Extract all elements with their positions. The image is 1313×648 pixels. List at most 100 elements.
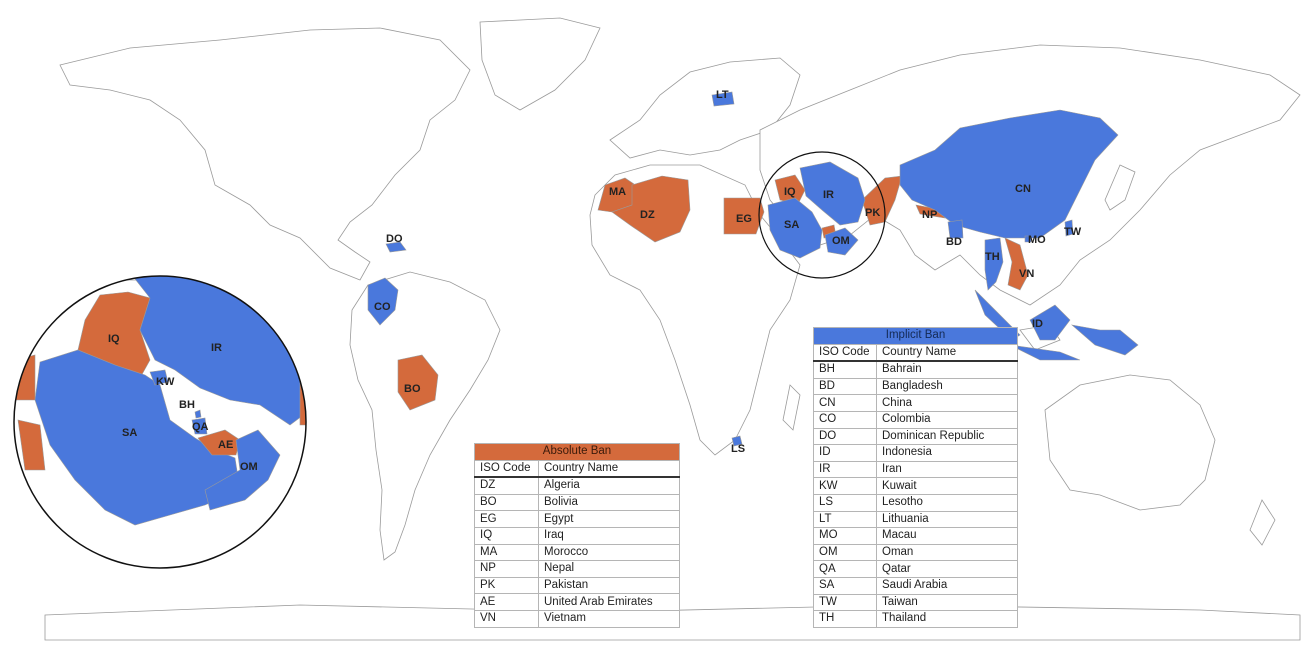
table-row: LT Lithuania [813,510,1018,529]
inset-label-om: OM [240,461,258,473]
inset-labels: IQ IR KW BH QA AE SA OM [108,333,258,473]
table-row: MO Macau [813,527,1018,545]
country-taiwan [1064,219,1074,237]
country-name-cell: Taiwan [876,593,1018,612]
europe-land [609,57,801,159]
country-colombia [367,277,399,326]
inset-label-ir: IR [211,342,222,354]
label-ir: IR [823,189,834,201]
country-name-cell: Algeria [538,476,680,495]
country-bolivia [397,354,439,411]
table-row: DO Dominican Republic [813,427,1018,446]
iso-code-cell: BH [813,360,877,379]
country-china [899,109,1119,239]
label-th: TH [985,251,1000,263]
iso-code-cell: LS [813,493,877,512]
iso-code-cell: IQ [474,526,539,545]
country-name-cell: Iran [876,460,1018,479]
inset-country-pakistan [299,377,306,426]
iso-code-cell: CO [813,410,877,429]
iso-code-cell: ID [813,444,877,462]
country-name-cell: Bahrain [876,360,1018,379]
country-name-cell: Lesotho [876,493,1018,512]
map-labels: LT MA DZ EG IQ IR SA OM PK NP BD CN MO T… [374,89,1082,455]
table-row: IR Iran [813,460,1018,479]
label-ma: MA [609,186,626,198]
table-row: BH Bahrain [813,360,1018,379]
iso-code-cell: DZ [474,476,539,495]
australia-land [1044,374,1216,511]
inset-label-iq: IQ [108,333,120,345]
table-row: EG Egypt [474,510,680,528]
country-name-cell: Saudi Arabia [876,576,1018,595]
iso-code-cell: TH [813,610,877,628]
japan-land [1104,164,1136,211]
country-name-cell: Lithuania [876,510,1018,529]
inset-country-bahrain [194,409,202,419]
country-macau [1024,235,1032,243]
country-algeria [611,175,691,243]
country-name-cell: Colombia [876,410,1018,429]
country-name-cell: Vietnam [538,609,680,628]
country-name-cell: Morocco [538,543,680,562]
iso-code-cell: KW [813,477,877,495]
country-name-cell: Pakistan [538,576,680,595]
country-name-cell: Nepal [538,560,680,578]
label-mo: MO [1028,234,1046,246]
table-row: DZ Algeria [474,476,680,495]
country-name-cell: United Arab Emirates [538,593,680,611]
label-cn: CN [1015,183,1031,195]
iso-code-cell: CN [813,394,877,412]
country-iran [799,161,866,226]
iso-code-cell: MA [474,543,539,562]
iso-code-cell: OM [813,543,877,562]
country-name-cell: Qatar [876,560,1018,578]
implicit-ban-title: Implicit Ban [813,327,1018,345]
table-row: NP Nepal [474,560,680,578]
iso-code-cell: EG [474,510,539,528]
country-iraq [774,174,806,205]
absolute-ban-header-row: ISO Code Country Name [474,459,680,479]
label-eg: EG [736,213,752,225]
table-row: PK Pakistan [474,576,680,595]
label-id: ID [1032,318,1043,330]
table-row: CN China [813,394,1018,412]
country-bangladesh [947,219,964,239]
iso-code-cell: IR [813,460,877,479]
table-row: IQ Iraq [474,526,680,545]
zoom-circle-small [758,151,886,279]
iso-code-cell: MO [813,527,877,545]
table-row: VN Vietnam [474,609,680,628]
country-name-cell: Kuwait [876,477,1018,495]
country-lesotho [731,435,743,447]
table-row: TH Thailand [813,610,1018,628]
country-lithuania [711,91,735,107]
label-co: CO [374,301,391,313]
country-name-cell: Macau [876,527,1018,545]
inset-label-ae: AE [218,439,233,451]
inset-label-kw: KW [156,376,175,388]
table-row: BO Bolivia [474,493,680,512]
country-oman [824,227,859,256]
label-tw: TW [1064,226,1082,238]
absolute-ban-table: Absolute Ban ISO Code Country Name DZ Alg… [474,443,680,628]
table-row: TW Taiwan [813,593,1018,612]
table-row: BD Bangladesh [813,377,1018,396]
label-do: DO [386,233,403,245]
inset-label-bh: BH [179,399,195,411]
inset-country-kuwait [149,369,169,386]
country-saudi-arabia [767,197,823,259]
label-lt: LT [716,89,729,101]
table-row: SA Saudi Arabia [813,576,1018,595]
table-row: KW Kuwait [813,477,1018,495]
country-name-header: Country Name [876,343,1018,363]
iso-code-cell: DO [813,427,877,446]
absolute-ban-title: Absolute Ban [474,443,680,461]
label-sa: SA [784,219,799,231]
label-iq: IQ [784,186,796,198]
middle-east-inset [14,276,306,568]
country-thailand [984,237,1004,291]
iso-code-cell: SA [813,576,877,595]
country-name-cell: Egypt [538,510,680,528]
table-row: ID Indonesia [813,444,1018,462]
